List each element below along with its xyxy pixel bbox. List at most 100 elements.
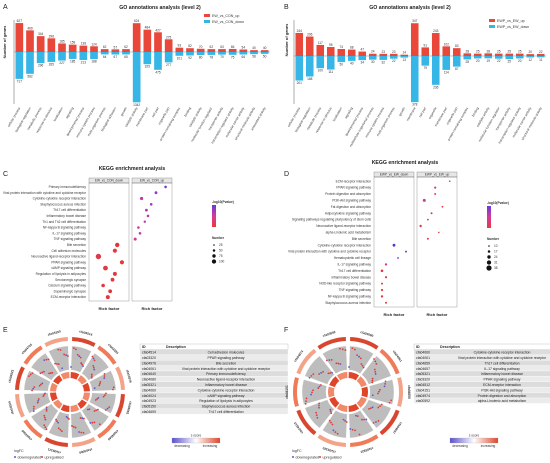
panel-c: C KEGG enrichment analysis Primary immun…: [3, 166, 234, 311]
gene-dot: [348, 366, 350, 368]
gene-dot: [28, 375, 30, 378]
bar-down: [68, 52, 77, 59]
value-label-down: 78: [210, 55, 214, 59]
legend-swatch-down: [489, 25, 495, 28]
table-cell-description: cAMP signaling pathway: [208, 394, 245, 398]
value-label-down: 50: [263, 54, 267, 58]
gene-dot: [98, 423, 101, 426]
gene-dot: [358, 355, 360, 358]
zscore-ring-segment: [317, 434, 346, 447]
gene-dot: [71, 425, 73, 427]
size-legend-dot: [212, 249, 216, 252]
value-label-up: 95: [329, 43, 333, 47]
bar-down: [207, 52, 216, 55]
term-label: IL-17 signaling pathway: [338, 263, 372, 267]
gene-dot: [99, 381, 102, 383]
table-header-description: Description: [166, 345, 186, 349]
gene-dot: [369, 407, 372, 410]
ring-label: cfa04512: [293, 421, 304, 434]
table-cell-id: cfa04061: [142, 367, 156, 371]
value-label-up: 23: [392, 50, 396, 54]
bar-up: [316, 44, 325, 56]
inner-bar: [77, 375, 87, 385]
value-label-down: 20: [518, 59, 522, 63]
dot: [384, 276, 388, 279]
zscore-ring-segment: [379, 409, 400, 436]
sector-bg: [361, 399, 392, 429]
zscore-ring-segment: [23, 419, 43, 439]
gene-dot: [45, 358, 48, 361]
bar-down: [15, 52, 24, 79]
gene-dot: [92, 366, 95, 369]
zscore-ring-segment: [44, 337, 68, 347]
value-label-down: 65: [124, 55, 128, 59]
value-label-down: 101: [177, 56, 183, 60]
value-label-down: 475: [155, 70, 161, 74]
table-row: [139, 360, 289, 366]
table-cell-description: Neuroactive ligand-receptor interaction: [197, 378, 255, 382]
value-label-up: 25: [476, 50, 480, 54]
table-cell-description: Regulation of lipolysis in adipocytes: [199, 399, 253, 403]
bar-up: [58, 43, 66, 52]
gene-dot: [38, 384, 41, 387]
gene-dot: [362, 366, 365, 369]
bar-down: [47, 52, 56, 62]
ring-label: cfa04657: [392, 421, 403, 434]
gene-dot: [65, 415, 68, 418]
gene-dot: [90, 373, 93, 376]
gene-dot: [373, 368, 376, 371]
bar-down: [515, 56, 524, 59]
gene-dot: [31, 372, 34, 375]
value-label-down: 100: [318, 69, 324, 73]
gene-dot: [94, 399, 97, 401]
value-label-down: 50: [339, 63, 343, 67]
inner-bar: [82, 392, 90, 402]
dot: [112, 248, 117, 253]
table-cell-id: cfa04512: [416, 383, 430, 387]
value-label-up: 68: [350, 46, 354, 50]
term-label: Neuroactive ligand-receptor interaction: [316, 224, 371, 228]
gene-dot: [351, 347, 354, 350]
value-label-up: 469: [27, 26, 33, 30]
panel-a-title: GO annotations analysis (level 2): [119, 5, 201, 11]
table-cell-description: Viral protein interaction with cytokine …: [458, 356, 547, 360]
gene-dot: [82, 365, 84, 367]
sector-bg: [70, 411, 92, 439]
gene-dot: [318, 404, 320, 407]
gene-dot: [329, 408, 332, 411]
bar-up: [218, 49, 226, 52]
bar-down: [164, 52, 173, 63]
bar-down: [389, 56, 398, 59]
gene-dot: [90, 376, 93, 379]
gene-dot: [319, 384, 322, 386]
gene-dot: [331, 423, 334, 426]
gene-dot: [371, 406, 374, 409]
legend-label-up: EW_vs_CON_up: [212, 14, 239, 18]
gene-dot: [43, 393, 46, 396]
value-label-up: 14: [402, 51, 406, 55]
value-label-up: 66: [231, 45, 235, 49]
size-legend-title: Number: [212, 236, 225, 240]
gene-dot: [103, 372, 106, 375]
dot: [434, 186, 437, 189]
gene-dot: [355, 414, 357, 417]
sector-bg: [304, 399, 335, 429]
table-cell-id: cfa04514: [142, 351, 156, 355]
gene-dot: [359, 357, 362, 360]
gene-dot: [54, 362, 57, 365]
inner-bar: [70, 372, 80, 380]
gene-dot: [93, 387, 96, 390]
facet-label: EW_vs_CON_down: [95, 179, 124, 183]
term-label: ECM-receptor interaction: [336, 179, 372, 183]
bar-down: [36, 52, 45, 64]
term-label: NF-kappa B signaling pathway: [328, 295, 372, 299]
gene-dot: [93, 410, 96, 412]
facet-frame: [131, 182, 173, 302]
ring-label: cfa05321: [360, 446, 374, 454]
table-cell-description: alpha-Linolenic acid metabolism: [478, 399, 526, 403]
bar-up: [228, 48, 237, 52]
value-label-down: 201: [297, 81, 303, 85]
gene-dot: [32, 405, 35, 408]
gene-dot: [305, 397, 308, 400]
